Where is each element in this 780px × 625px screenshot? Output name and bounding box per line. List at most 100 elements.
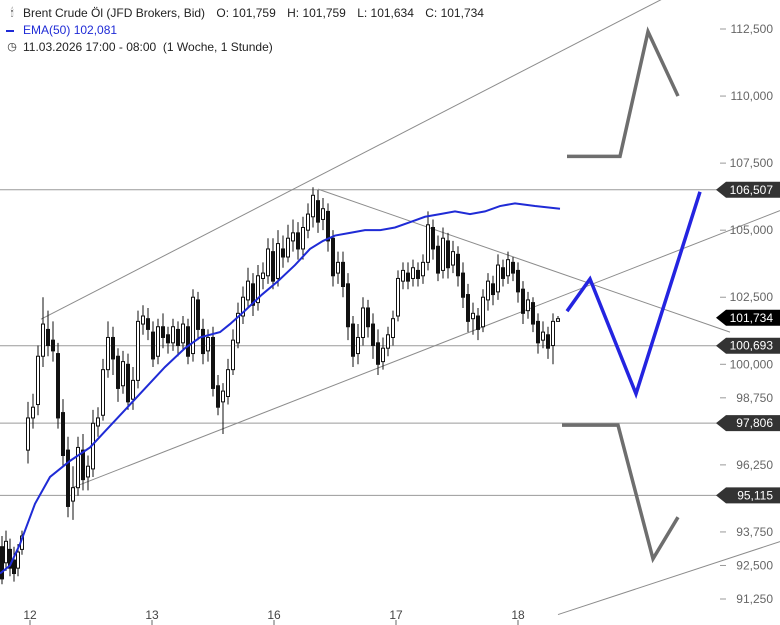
ema-row[interactable]: EMA(50) 102,081 xyxy=(6,22,492,39)
candle-body xyxy=(371,323,375,347)
candle-body xyxy=(41,323,45,357)
high-value: H: 101,759 xyxy=(287,6,346,20)
candle-body xyxy=(386,334,390,349)
candle-body xyxy=(286,237,290,258)
candle-body xyxy=(526,299,530,312)
candle-body xyxy=(421,261,425,277)
candle-body xyxy=(12,559,16,575)
candle-body xyxy=(106,336,110,371)
candle-body xyxy=(441,237,445,271)
ema-value: 102,081 xyxy=(73,23,118,37)
y-tick-label: 98,750 xyxy=(736,391,773,405)
candle-body xyxy=(276,243,280,279)
x-tick-label: 18 xyxy=(511,608,525,622)
y-tick-label: 107,500 xyxy=(730,156,774,170)
candle-body xyxy=(251,283,255,306)
candle-body xyxy=(321,208,325,220)
candle-body xyxy=(176,328,180,347)
trendlines xyxy=(40,0,780,616)
candle-body xyxy=(111,336,115,360)
candle-body xyxy=(466,294,470,322)
candle-body xyxy=(411,267,415,279)
projections xyxy=(562,26,702,564)
candle-body xyxy=(116,355,120,389)
candle-body xyxy=(231,339,235,371)
candle-body xyxy=(126,363,130,403)
candle-body xyxy=(66,449,70,507)
candle-body xyxy=(281,248,285,258)
candle-body xyxy=(311,194,315,218)
level-badge-text: 95,115 xyxy=(737,488,773,502)
y-tick-label: 100,000 xyxy=(730,357,774,371)
candle-body xyxy=(431,226,435,250)
level-badge-text: 106,507 xyxy=(730,183,774,197)
price-axis[interactable]: 112,500 110,000 107,500 105,000 102,500 100,0… xyxy=(720,22,773,606)
candle-body xyxy=(46,328,50,347)
candle-body xyxy=(296,232,300,250)
candle-body xyxy=(191,296,195,355)
candle-body xyxy=(56,353,60,419)
candle-body xyxy=(241,296,245,317)
candle-body xyxy=(496,264,500,293)
candle-body xyxy=(521,288,525,314)
candles xyxy=(0,187,560,585)
candle-body xyxy=(76,446,80,489)
candle-body xyxy=(551,320,555,347)
close-value: C: 101,734 xyxy=(425,6,484,20)
candle-body xyxy=(426,224,430,263)
level-badge xyxy=(716,337,780,354)
candle-body xyxy=(211,336,215,389)
candle-body xyxy=(121,361,125,387)
candle-body xyxy=(221,390,225,403)
candle-body xyxy=(206,336,210,352)
ema-color-swatch xyxy=(6,29,14,32)
candle-body xyxy=(236,312,240,344)
candle-body xyxy=(266,248,270,277)
candle-body xyxy=(51,339,55,352)
x-tick-label: 12 xyxy=(23,608,37,622)
clock-icon: ◷ xyxy=(7,41,17,53)
candle-body xyxy=(391,318,395,338)
low-value: L: 101,634 xyxy=(357,6,414,20)
horizontal-levels xyxy=(0,189,722,496)
candle-body xyxy=(71,487,75,502)
candle-body xyxy=(181,323,185,344)
level-badge xyxy=(716,181,780,198)
candle-body xyxy=(161,326,165,338)
candle-body xyxy=(8,548,12,569)
candle-body xyxy=(226,369,230,397)
candle-body xyxy=(291,232,295,242)
candle-body xyxy=(36,355,40,406)
open-value: O: 101,759 xyxy=(216,6,276,20)
trend-line xyxy=(557,541,780,616)
candle-body xyxy=(26,417,30,451)
candle-body xyxy=(316,200,320,223)
ema-series xyxy=(0,202,561,575)
y-tick-label: 93,750 xyxy=(736,525,773,539)
candle-body xyxy=(166,334,170,344)
level-badge xyxy=(716,487,780,504)
timerange-row: ◷ 11.03.2026 17:00 - 08:00 (1 Woche, 1 S… xyxy=(6,39,492,56)
x-tick-label: 13 xyxy=(145,608,159,622)
candle-body xyxy=(301,226,305,250)
instrument-name: Brent Crude Öl (JFD Brokers, Bid) xyxy=(23,6,206,20)
candle-body xyxy=(361,307,365,338)
candle-body xyxy=(341,261,345,288)
candle-body xyxy=(401,269,405,282)
candle-body xyxy=(256,275,260,304)
candle-body xyxy=(4,540,8,564)
candle-body xyxy=(396,277,400,317)
ohlc-row: 🕯 Brent Crude Öl (JFD Brokers, Bid) O: 1… xyxy=(6,5,492,22)
time-axis[interactable]: 12 13 16 17 18 xyxy=(23,608,525,625)
projection-gray-up xyxy=(567,26,680,159)
candle-body xyxy=(196,299,200,330)
candle-body xyxy=(171,326,175,344)
ohlc-values: Brent Crude Öl (JFD Brokers, Bid) O: 101… xyxy=(23,5,492,22)
y-tick-label: 112,500 xyxy=(731,22,774,36)
price-badges: 106,507 100,693 97,806 95,115 101,734 xyxy=(716,181,780,504)
current-price-badge xyxy=(716,309,780,326)
candle-body xyxy=(511,261,515,274)
candle-body xyxy=(331,237,335,277)
legend-header: 🕯 Brent Crude Öl (JFD Brokers, Bid) O: 1… xyxy=(6,5,492,56)
